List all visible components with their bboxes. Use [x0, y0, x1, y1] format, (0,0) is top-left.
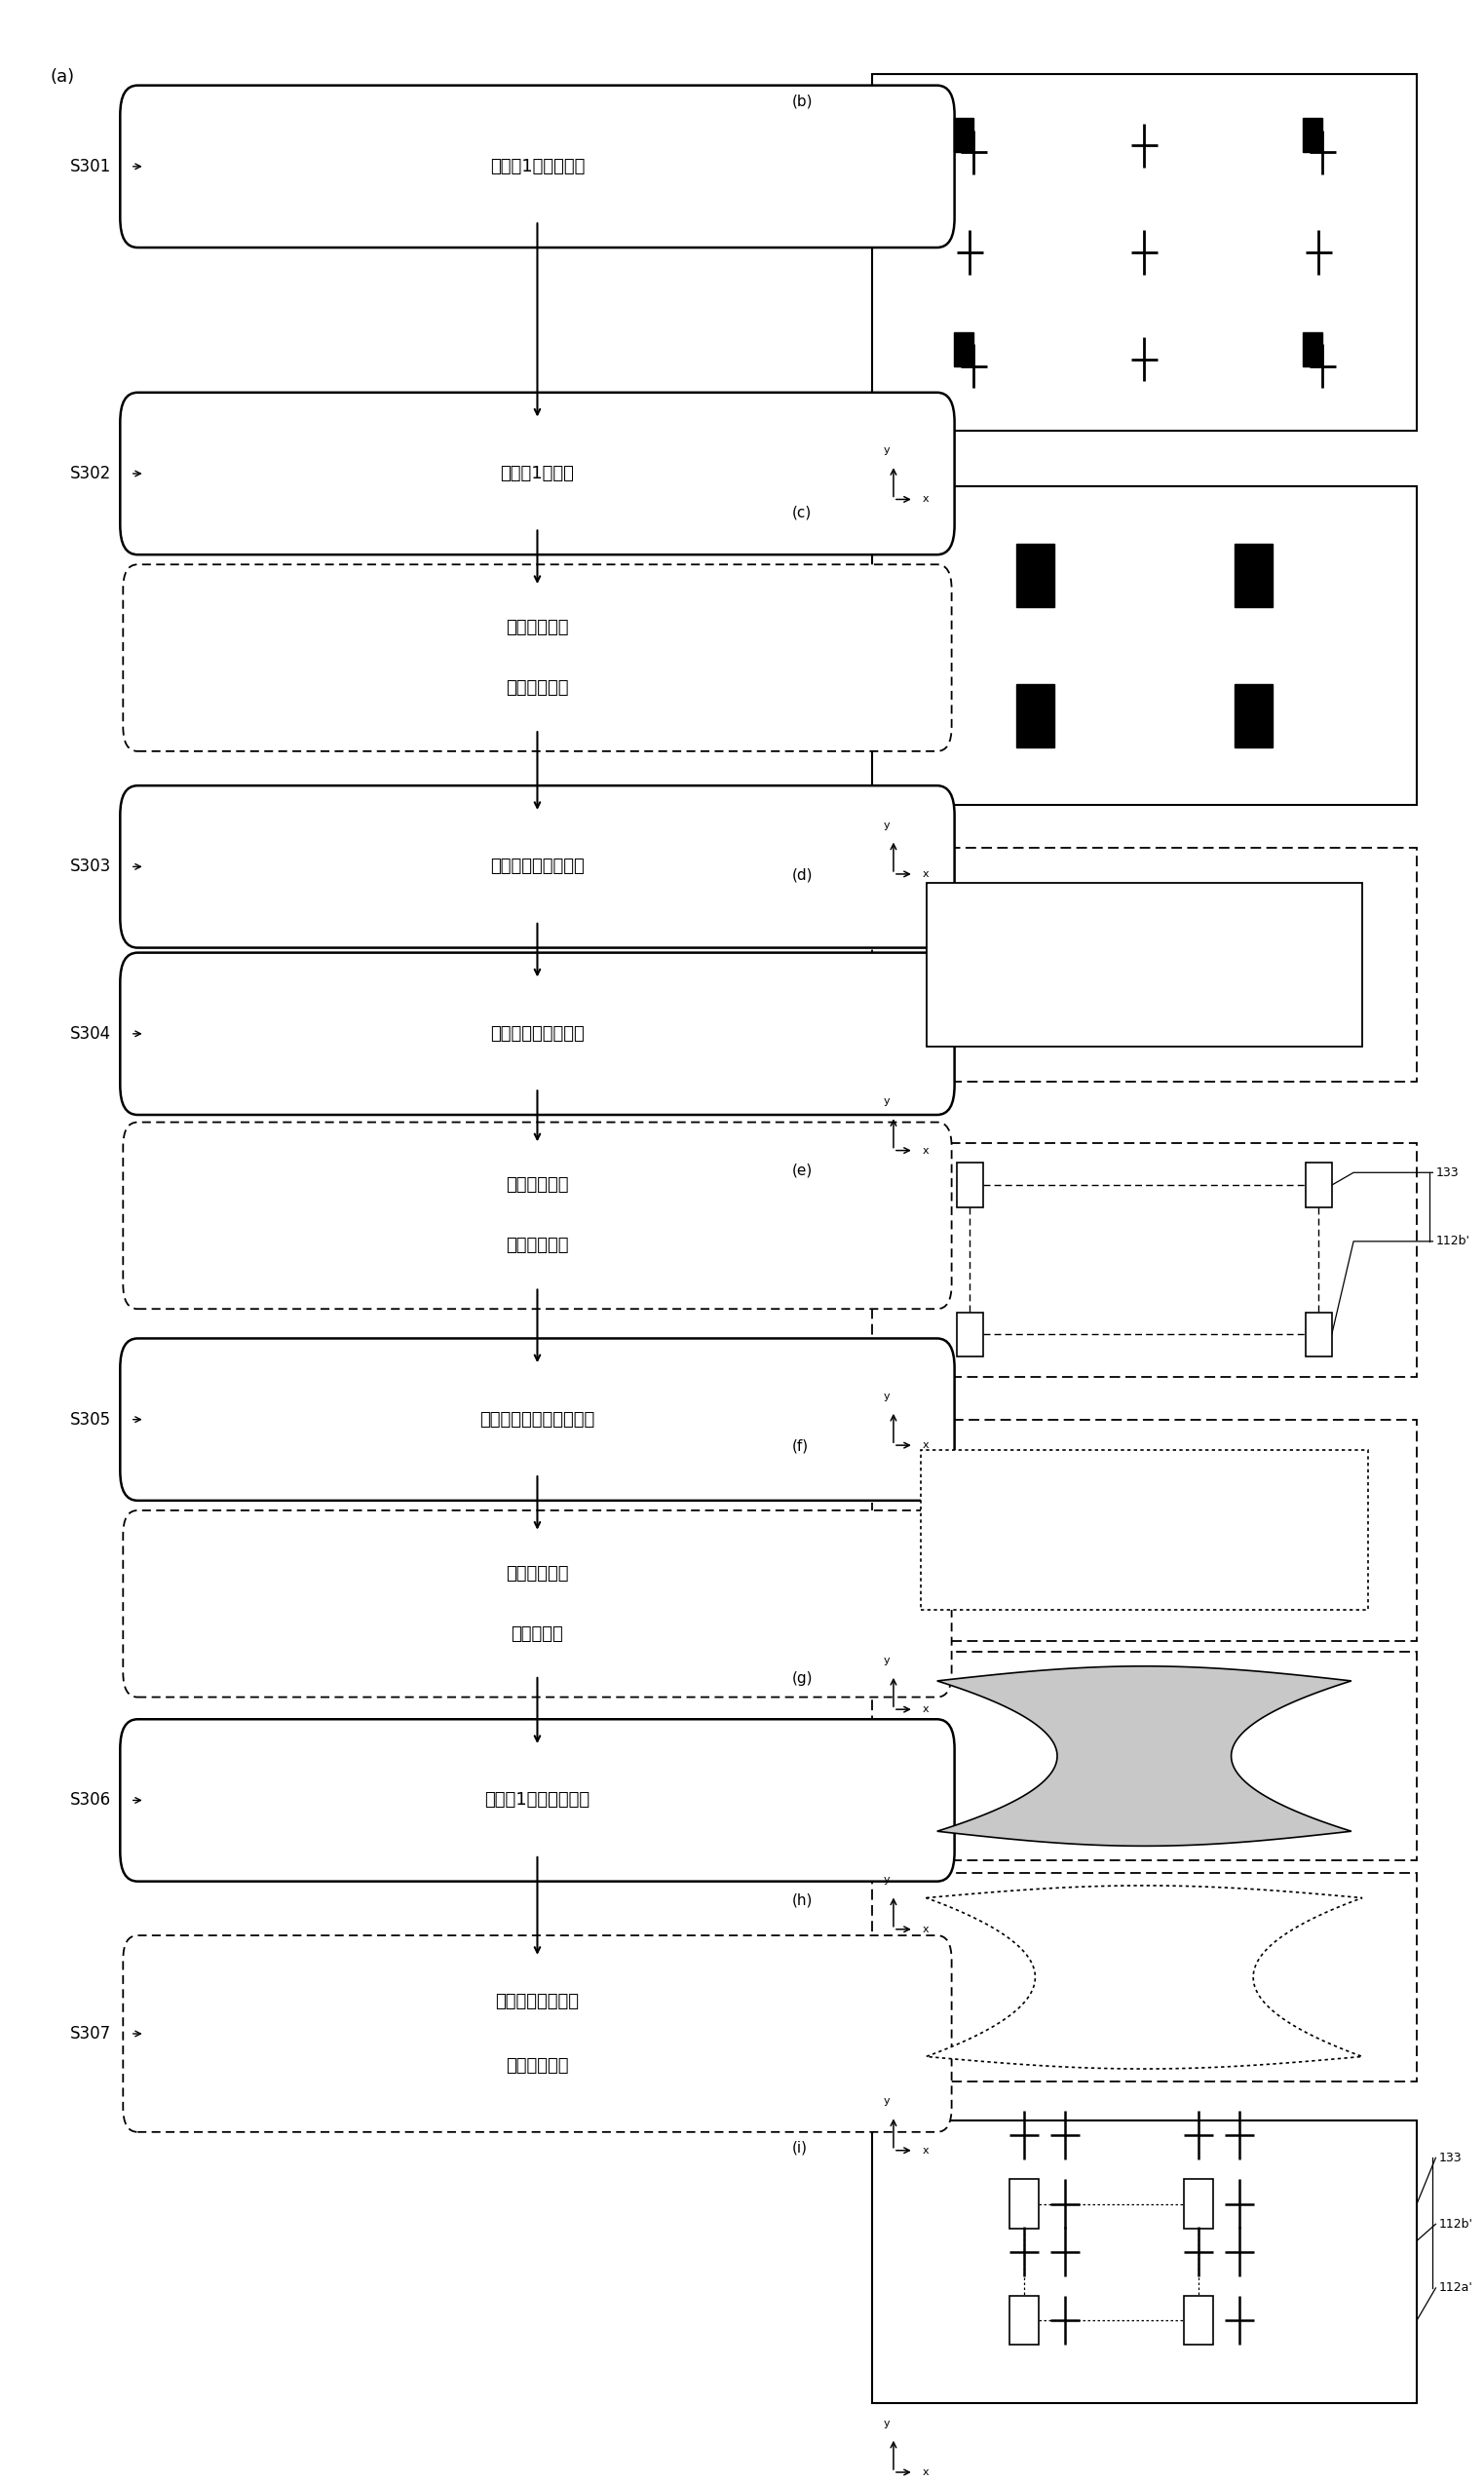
Text: S306: S306: [70, 1792, 111, 1809]
Text: x: x: [923, 1147, 929, 1154]
Bar: [871, 486, 1417, 804]
Text: y: y: [883, 1876, 889, 1884]
Bar: [926, 884, 1362, 1047]
Polygon shape: [1235, 544, 1272, 608]
Bar: [871, 1651, 1417, 1862]
FancyBboxPatch shape: [120, 953, 954, 1114]
Text: y: y: [883, 1392, 889, 1400]
FancyBboxPatch shape: [120, 392, 954, 553]
Text: (f): (f): [792, 1440, 809, 1454]
Bar: [1009, 2179, 1039, 2229]
Text: S305: S305: [70, 1410, 111, 1427]
Bar: [957, 1164, 982, 1206]
Text: y: y: [883, 2417, 889, 2427]
Text: 112b': 112b': [1438, 2219, 1472, 2231]
Text: x: x: [923, 494, 929, 504]
Bar: [1184, 2179, 1214, 2229]
Polygon shape: [1017, 544, 1054, 608]
Text: y: y: [883, 2097, 889, 2107]
Bar: [871, 849, 1417, 1082]
FancyBboxPatch shape: [120, 1720, 954, 1881]
Text: (a): (a): [50, 67, 74, 87]
Bar: [957, 1313, 982, 1358]
Text: 准备第1层描绘数据: 准备第1层描绘数据: [490, 159, 585, 176]
Text: y: y: [883, 1655, 889, 1665]
Text: x: x: [923, 2467, 929, 2477]
Text: 展开描绘用失真校正参数: 展开描绘用失真校正参数: [479, 1410, 595, 1427]
FancyBboxPatch shape: [123, 1936, 951, 2132]
Text: 133: 133: [1435, 1167, 1459, 1179]
FancyBboxPatch shape: [120, 84, 954, 248]
FancyBboxPatch shape: [123, 1512, 951, 1698]
Text: S304: S304: [70, 1025, 111, 1042]
Text: ：正方形格子: ：正方形格子: [506, 1236, 568, 1253]
Polygon shape: [1235, 685, 1272, 747]
Text: x: x: [923, 2144, 929, 2154]
FancyBboxPatch shape: [123, 1122, 951, 1308]
Text: 描绘机坐标系: 描绘机坐标系: [506, 1564, 568, 1581]
FancyBboxPatch shape: [123, 563, 951, 752]
Text: 描绘结束、加工、: 描绘结束、加工、: [496, 1993, 579, 2010]
Text: x: x: [923, 1924, 929, 1933]
Text: 描绘机坐标系: 描绘机坐标系: [506, 1176, 568, 1194]
Text: (e): (e): [792, 1162, 812, 1176]
Text: 仅结束描绘对准标记: 仅结束描绘对准标记: [490, 1025, 585, 1042]
Bar: [1184, 2296, 1214, 2345]
Polygon shape: [1017, 685, 1054, 747]
Polygon shape: [936, 1665, 1352, 1847]
Bar: [871, 1874, 1417, 2082]
Text: 112b': 112b': [1435, 1236, 1469, 1248]
Bar: [920, 1449, 1368, 1611]
Polygon shape: [954, 119, 974, 151]
Text: (d): (d): [792, 869, 813, 884]
Text: 仅开始描绘对准标记: 仅开始描绘对准标记: [490, 859, 585, 876]
Text: (c): (c): [792, 506, 812, 521]
Text: 开始第1层描绘: 开始第1层描绘: [500, 464, 574, 482]
Bar: [1306, 1313, 1331, 1358]
Bar: [1009, 2296, 1039, 2345]
Bar: [871, 74, 1417, 429]
Text: y: y: [883, 444, 889, 454]
Text: y: y: [883, 819, 889, 829]
Polygon shape: [1303, 333, 1322, 367]
Text: 112a': 112a': [1438, 2281, 1472, 2293]
Bar: [871, 1420, 1417, 1641]
Polygon shape: [1303, 119, 1322, 151]
Text: x: x: [923, 869, 929, 879]
Text: S307: S307: [70, 2025, 111, 2043]
Text: 形成抗蚀剂膜: 形成抗蚀剂膜: [506, 2058, 568, 2075]
Bar: [1306, 1164, 1331, 1206]
Text: ：正方形格子: ：正方形格子: [506, 680, 568, 697]
Text: (g): (g): [792, 1670, 813, 1685]
Text: (i): (i): [792, 2139, 807, 2154]
Text: 133: 133: [1438, 2152, 1462, 2164]
Polygon shape: [926, 1886, 1362, 2070]
FancyBboxPatch shape: [120, 1338, 954, 1502]
Bar: [871, 1144, 1417, 1378]
Text: (b): (b): [792, 94, 813, 109]
Text: (h): (h): [792, 1891, 813, 1906]
Bar: [871, 2122, 1417, 2403]
Text: x: x: [923, 1440, 929, 1449]
FancyBboxPatch shape: [120, 787, 954, 948]
Text: ：失真形状: ：失真形状: [510, 1626, 564, 1643]
Text: 描绘机坐标系: 描绘机坐标系: [506, 618, 568, 635]
Text: 开始第1层主图案描绘: 开始第1层主图案描绘: [485, 1792, 591, 1809]
Text: S303: S303: [70, 859, 111, 876]
Polygon shape: [954, 333, 974, 367]
Text: x: x: [923, 1705, 929, 1715]
Text: S301: S301: [70, 159, 111, 176]
Text: S302: S302: [70, 464, 111, 482]
Text: y: y: [883, 1097, 889, 1107]
